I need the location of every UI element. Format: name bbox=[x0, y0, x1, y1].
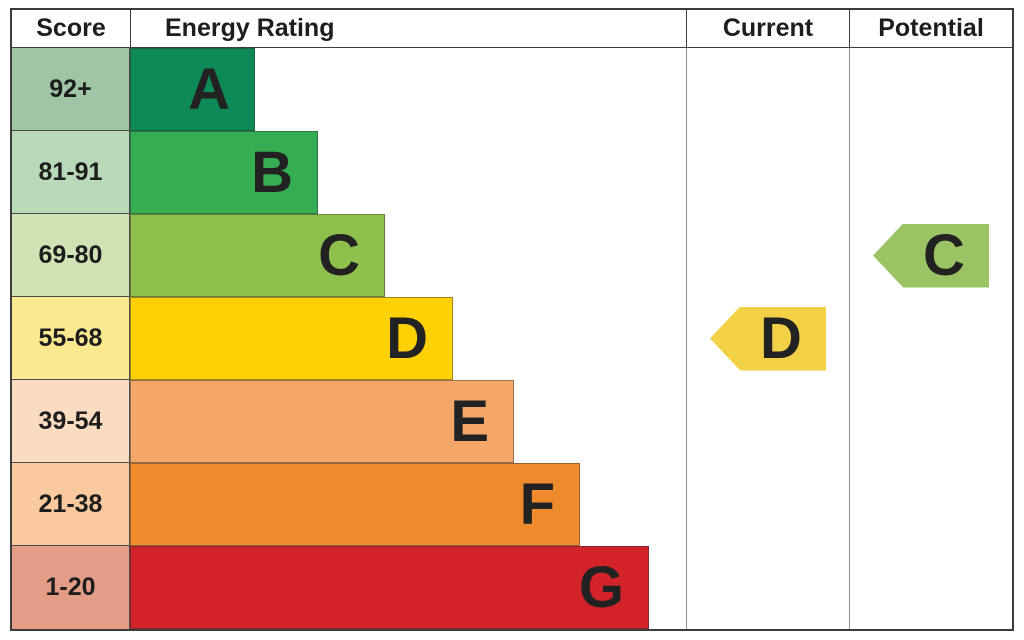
energy-band-bar-f: F bbox=[130, 463, 580, 546]
current-cell-f bbox=[686, 463, 849, 546]
potential-rating-letter: C bbox=[923, 222, 965, 288]
header-score: Score bbox=[36, 14, 106, 42]
band-row-b: 81-91 B bbox=[12, 131, 1012, 214]
band-letter-e: E bbox=[450, 388, 489, 454]
score-range-label: 1-20 bbox=[45, 573, 96, 601]
score-range-label: 39-54 bbox=[38, 406, 103, 435]
potential-cell-a bbox=[849, 48, 1012, 131]
band-row-a: 92+ A bbox=[12, 48, 1012, 131]
score-cell-b: 81-91 bbox=[12, 131, 130, 214]
potential-cell-e bbox=[849, 380, 1012, 463]
current-cell-c bbox=[686, 214, 849, 297]
score-range-label: 92+ bbox=[49, 74, 92, 103]
band-row-e: 39-54 E bbox=[12, 380, 1012, 463]
score-range-label: 81-91 bbox=[38, 157, 103, 186]
current-rating-arrow: D bbox=[710, 305, 826, 371]
bar-cell-d: D bbox=[130, 297, 686, 380]
score-cell-a: 92+ bbox=[12, 48, 130, 131]
band-letter-d: D bbox=[386, 305, 428, 371]
bar-cell-e: E bbox=[130, 380, 686, 463]
current-cell-a bbox=[686, 48, 849, 131]
potential-cell-c: C bbox=[849, 214, 1012, 297]
bar-cell-f: F bbox=[130, 463, 686, 546]
band-letter-c: C bbox=[318, 222, 360, 288]
current-cell-b bbox=[686, 131, 849, 214]
potential-rating-arrow: C bbox=[873, 222, 989, 288]
score-cell-c: 69-80 bbox=[12, 214, 130, 297]
band-letter-a: A bbox=[188, 56, 230, 122]
band-row-d: 55-68 D D bbox=[12, 297, 1012, 380]
energy-band-bar-b: B bbox=[130, 131, 318, 214]
current-cell-d: D bbox=[686, 297, 849, 380]
energy-band-bar-c: C bbox=[130, 214, 385, 297]
energy-band-bar-a: A bbox=[130, 48, 255, 131]
score-range-label: 21-38 bbox=[38, 489, 103, 518]
band-row-f: 21-38 F bbox=[12, 463, 1012, 546]
score-range-label: 55-68 bbox=[38, 323, 103, 352]
band-row-g: 1-20 G bbox=[12, 546, 1012, 629]
energy-band-bar-d: D bbox=[130, 297, 453, 380]
potential-cell-b bbox=[849, 131, 1012, 214]
band-letter-g: G bbox=[578, 554, 624, 620]
score-range-label: 69-80 bbox=[38, 240, 103, 269]
band-row-c: 69-80 C C bbox=[12, 214, 1012, 297]
potential-cell-g bbox=[849, 546, 1012, 629]
header-energy-rating: Energy Rating bbox=[130, 10, 686, 47]
energy-rating-chart: Score Energy Rating Current Potential 92… bbox=[10, 8, 1014, 631]
energy-band-bar-g: G bbox=[130, 546, 649, 629]
energy-band-bar-e: E bbox=[130, 380, 514, 463]
bar-cell-g: G bbox=[130, 546, 686, 629]
score-cell-g: 1-20 bbox=[12, 546, 130, 629]
bar-cell-c: C bbox=[130, 214, 686, 297]
header-row: Score Energy Rating Current Potential bbox=[12, 10, 1012, 48]
header-potential: Potential bbox=[849, 10, 1012, 47]
current-cell-e bbox=[686, 380, 849, 463]
bar-cell-a: A bbox=[130, 48, 686, 131]
score-cell-e: 39-54 bbox=[12, 380, 130, 463]
potential-cell-f bbox=[849, 463, 1012, 546]
score-cell-f: 21-38 bbox=[12, 463, 130, 546]
current-rating-letter: D bbox=[760, 305, 802, 371]
potential-cell-d bbox=[849, 297, 1012, 380]
band-letter-f: F bbox=[519, 471, 555, 537]
score-cell-d: 55-68 bbox=[12, 297, 130, 380]
band-letter-b: B bbox=[251, 139, 293, 205]
header-current: Current bbox=[686, 10, 849, 47]
current-cell-g bbox=[686, 546, 849, 629]
bar-cell-b: B bbox=[130, 131, 686, 214]
